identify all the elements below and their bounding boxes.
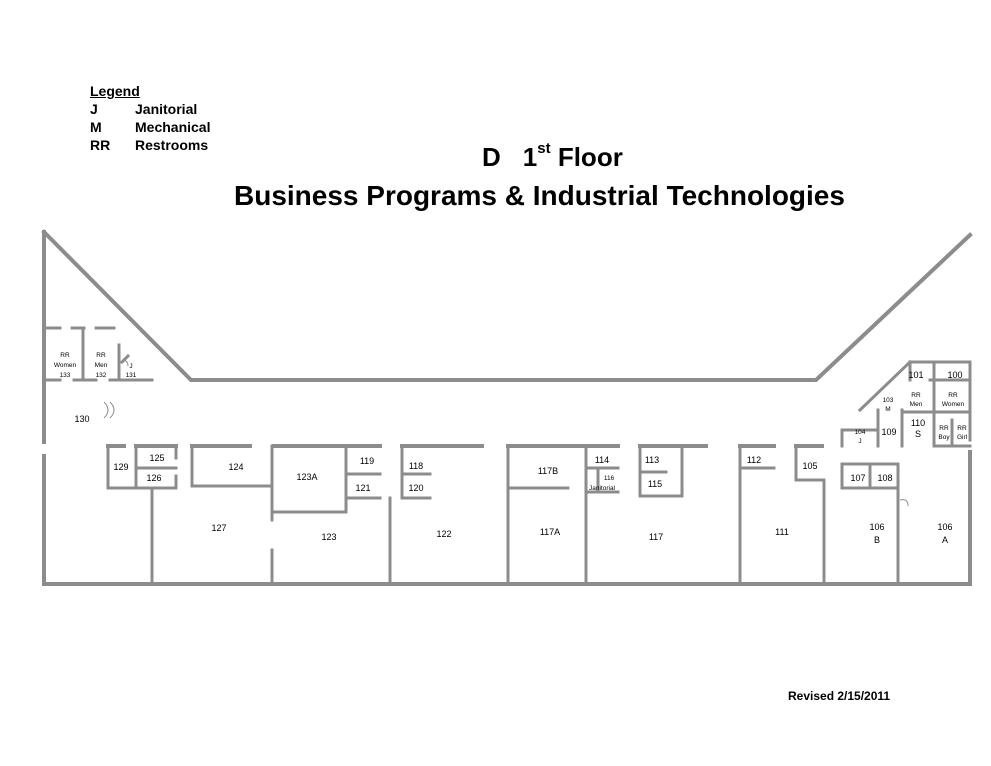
room-126: 126: [146, 473, 161, 483]
room-131-number: 131: [126, 372, 137, 379]
room-127: 127: [211, 523, 226, 533]
room-119: 119: [360, 456, 374, 466]
room-106b: 106: [869, 522, 884, 532]
floor-suffix: st: [537, 140, 551, 157]
room-rr-boy: RR: [939, 425, 949, 432]
room-123a: 123A: [296, 472, 317, 482]
legend-item: RR Restrooms: [90, 136, 210, 154]
room-104-label: J: [858, 438, 861, 445]
room-132-number: 132: [96, 372, 107, 379]
legend: Legend J Janitorial M Mechanical RR Rest…: [90, 82, 210, 154]
legend-title: Legend: [90, 83, 140, 99]
legend-label: Restrooms: [135, 137, 209, 153]
room-113: 113: [645, 455, 659, 465]
room-115: 115: [648, 479, 662, 489]
room-102: RR: [911, 392, 921, 399]
room-102-label: Men: [910, 401, 923, 408]
room-120: 120: [408, 483, 423, 493]
room-122: 122: [436, 529, 451, 539]
room-132: RR: [96, 352, 106, 359]
building-letter: D: [482, 142, 501, 172]
room-labels: RR Women 133 RR Men 132 J 131 130 129 12…: [54, 352, 968, 545]
room-110: 110: [911, 418, 925, 428]
room-110-label: S: [915, 429, 921, 439]
room-125: 125: [149, 453, 164, 463]
room-133: RR: [60, 352, 70, 359]
doors: [103, 359, 909, 507]
room-133-number: 133: [60, 372, 71, 379]
legend-item: M Mechanical: [90, 118, 210, 136]
room-121: 121: [355, 483, 370, 493]
room-106a: 106: [937, 522, 952, 532]
room-116-label: Janitorial: [589, 485, 616, 492]
room-rr-boy-label: Boy: [938, 434, 950, 441]
room-114: 114: [595, 455, 609, 465]
room-111: 111: [775, 527, 789, 537]
room-105: 105: [802, 461, 817, 471]
room-108: 108: [877, 473, 892, 483]
building-subtitle: Business Programs & Industrial Technolog…: [234, 180, 845, 211]
room-103: 103: [883, 397, 894, 404]
room-99-label: Women: [942, 401, 965, 408]
room-132-label: Men: [95, 362, 108, 369]
room-100: 100: [947, 370, 962, 380]
room-104: 104: [855, 429, 866, 436]
room-117a: 117A: [540, 527, 560, 537]
legend-code: M: [90, 119, 102, 135]
room-129: 129: [113, 462, 128, 472]
walls: [41, 229, 973, 586]
room-99: RR: [948, 392, 958, 399]
room-118: 118: [409, 461, 423, 471]
floor-number: 1: [522, 142, 538, 172]
room-107: 107: [850, 473, 865, 483]
room-106b-label: B: [874, 535, 880, 545]
room-116: 116: [604, 475, 615, 482]
room-117b: 117B: [538, 466, 558, 476]
room-117: 117: [649, 532, 663, 542]
legend-code: RR: [90, 137, 111, 153]
legend-label: Janitorial: [135, 101, 198, 117]
floor-word: Floor: [557, 142, 623, 172]
legend-code: J: [90, 101, 98, 117]
room-101: 101: [908, 370, 923, 380]
room-124: 124: [228, 462, 243, 472]
room-123: 123: [321, 532, 336, 542]
room-133-label: Women: [54, 362, 77, 369]
room-106a-label: A: [942, 535, 948, 545]
room-rr-girl: RR: [957, 425, 967, 432]
room-109: 109: [881, 427, 896, 437]
legend-item: J Janitorial: [90, 100, 210, 118]
room-112: 112: [747, 455, 761, 465]
revised-date: Revised 2/15/2011: [788, 689, 891, 703]
floor-title: D 1st Floor: [482, 140, 623, 173]
room-rr-girl-label: Girl: [957, 434, 968, 441]
room-131: J: [129, 363, 132, 370]
room-103-label: M: [885, 406, 890, 413]
room-130: 130: [74, 414, 89, 424]
legend-label: Mechanical: [135, 119, 211, 135]
